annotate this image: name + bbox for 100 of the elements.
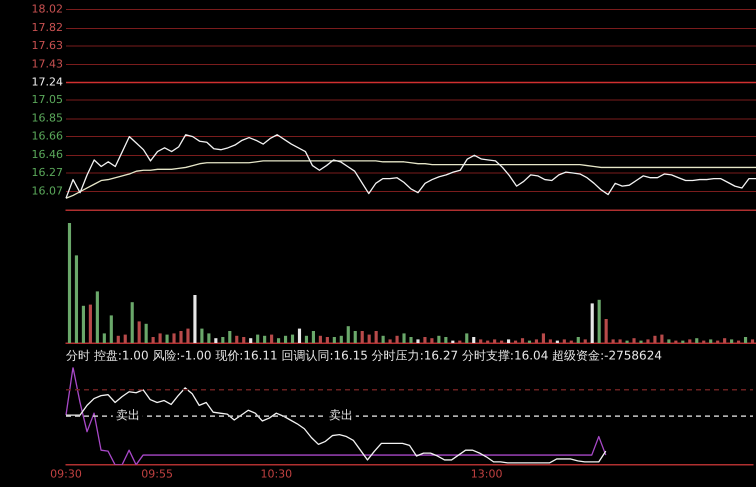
- bar: [263, 336, 266, 343]
- bar: [172, 333, 176, 343]
- bar: [562, 339, 566, 343]
- bar: [68, 223, 72, 343]
- bar: [340, 336, 343, 343]
- bar: [256, 334, 260, 343]
- bar: [354, 331, 357, 343]
- bar: [388, 339, 392, 343]
- bar: [242, 337, 246, 343]
- text: 卖出: [328, 408, 353, 422]
- y-tick-label: 16.66: [32, 129, 63, 142]
- bar: [744, 337, 748, 343]
- y-tick-label: 16.07: [32, 184, 63, 198]
- bar: [395, 336, 399, 343]
- bar: [82, 306, 85, 343]
- bar: [102, 333, 106, 343]
- bar: [695, 338, 698, 343]
- bar: [688, 339, 692, 343]
- bar: [200, 328, 204, 343]
- bar: [723, 338, 726, 343]
- bar: [598, 300, 601, 343]
- bar: [88, 304, 92, 343]
- bar: [542, 333, 545, 343]
- bar: [576, 337, 580, 343]
- bar: [228, 331, 232, 343]
- bar: [277, 338, 280, 343]
- bar: [632, 338, 636, 343]
- bar: [368, 334, 371, 343]
- bar: [382, 336, 385, 343]
- bar: [318, 336, 322, 343]
- bar: [612, 339, 615, 343]
- bar: [74, 255, 78, 343]
- ref-line-label: 卖出: [116, 408, 140, 422]
- bar: [130, 302, 134, 343]
- bar: [304, 336, 308, 343]
- bar: [284, 336, 288, 343]
- bar: [709, 339, 712, 343]
- bar: [207, 333, 210, 343]
- bar: [186, 328, 190, 343]
- bar: [479, 339, 482, 343]
- bar: [298, 328, 302, 343]
- bar: [144, 324, 148, 343]
- bar: [116, 336, 120, 343]
- bar: [584, 339, 587, 343]
- bar: [750, 339, 754, 343]
- bar: [270, 334, 274, 343]
- x-tick-label: 09:55: [141, 467, 173, 480]
- bar: [326, 337, 329, 343]
- bar: [590, 303, 594, 343]
- bar: [360, 331, 364, 343]
- bar: [124, 334, 127, 343]
- bar: [653, 336, 657, 343]
- bar: [416, 339, 420, 343]
- bar: [618, 339, 622, 343]
- bar: [667, 339, 670, 343]
- bar: [430, 338, 434, 343]
- bar: [507, 339, 510, 343]
- bar: [312, 331, 315, 343]
- y-tick-label: 17.24: [32, 75, 63, 88]
- y-tick-label: 16.85: [32, 112, 63, 125]
- bar: [179, 331, 183, 343]
- bar: [534, 339, 538, 343]
- bar: [472, 337, 476, 343]
- bar: [604, 319, 608, 343]
- bar: [548, 339, 552, 343]
- bar: [221, 337, 224, 343]
- bar: [158, 333, 162, 343]
- y-tick-label: 16.27: [32, 166, 63, 179]
- chart-title: 分时 控盘:1.00 风险:-1.00 现价:16.11 回调认同:16.15 分时压力:16.27 分时支撑:16.04 超级资金:-2758624: [66, 348, 662, 362]
- y-tick-label: 17.43: [32, 58, 63, 71]
- bar: [165, 334, 169, 343]
- bar: [152, 337, 155, 343]
- bar: [138, 321, 141, 343]
- bar: [730, 339, 734, 343]
- bar: [646, 339, 650, 343]
- bar: [96, 291, 99, 343]
- bar: [423, 337, 427, 343]
- bar: [332, 337, 336, 343]
- bar: [520, 338, 524, 343]
- bar: [193, 295, 197, 343]
- bar: [235, 336, 238, 343]
- x-tick-label: 13:00: [470, 467, 502, 480]
- bar: [437, 336, 440, 343]
- y-tick-label: 17.82: [32, 21, 63, 34]
- y-tick-label: 17.63: [32, 38, 63, 52]
- bar: [444, 337, 448, 343]
- y-tick-label: 17.05: [32, 93, 63, 106]
- bar: [493, 339, 496, 343]
- y-tick-label: 18.02: [32, 2, 63, 16]
- bar: [409, 337, 413, 343]
- bar: [290, 334, 294, 343]
- bar: [402, 333, 406, 343]
- bar: [214, 338, 218, 343]
- bar: [249, 338, 252, 343]
- bar: [465, 333, 468, 343]
- bar: [346, 326, 350, 343]
- x-tick-label: 09:30: [50, 467, 82, 480]
- y-tick-label: 16.46: [32, 148, 63, 162]
- bar: [374, 331, 378, 343]
- x-tick-label: 10:30: [260, 467, 292, 480]
